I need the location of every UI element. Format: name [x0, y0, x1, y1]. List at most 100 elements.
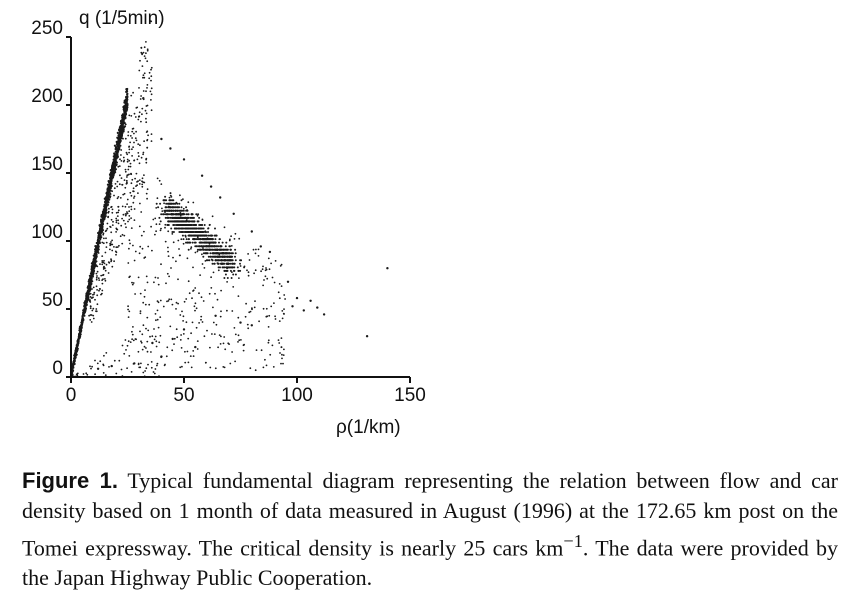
- data-point: [105, 241, 108, 244]
- data-point: [200, 296, 203, 299]
- data-point: [105, 246, 108, 249]
- data-point: [149, 335, 151, 338]
- data-point: [284, 298, 286, 300]
- data-point: [130, 217, 133, 220]
- data-point: [90, 321, 93, 323]
- data-point: [132, 201, 135, 204]
- data-point: [123, 234, 126, 237]
- data-point: [180, 238, 183, 241]
- data-point: [153, 338, 156, 341]
- data-point: [215, 248, 217, 251]
- data-point: [274, 318, 277, 320]
- data-point: [176, 336, 179, 339]
- data-point: [130, 227, 133, 230]
- data-point: [120, 177, 123, 180]
- data-point: [106, 192, 109, 195]
- data-point: [86, 373, 89, 376]
- data-point: [89, 277, 92, 280]
- data-point: [95, 310, 97, 313]
- data-point: [254, 252, 257, 255]
- data-point: [200, 174, 204, 177]
- data-point: [191, 216, 193, 219]
- data-point: [205, 252, 208, 255]
- data-point: [181, 220, 184, 223]
- data-point: [274, 260, 277, 262]
- data-point: [147, 363, 149, 366]
- data-point: [194, 287, 197, 289]
- data-point: [178, 216, 181, 219]
- data-point: [95, 285, 98, 288]
- data-point: [189, 216, 192, 219]
- data-point: [166, 346, 169, 349]
- data-point: [208, 242, 211, 245]
- data-point: [220, 252, 223, 255]
- data-point: [182, 238, 185, 241]
- data-point: [113, 157, 116, 160]
- data-point: [126, 344, 129, 347]
- data-point: [222, 248, 225, 251]
- data-point: [137, 350, 140, 353]
- data-point: [189, 231, 192, 233]
- data-point: [171, 349, 174, 352]
- data-point: [116, 156, 119, 159]
- data-point: [179, 254, 181, 257]
- data-point: [227, 262, 230, 265]
- data-point: [220, 335, 222, 338]
- data-point: [173, 224, 176, 226]
- data-point: [168, 275, 171, 278]
- data-point: [116, 149, 119, 152]
- data-point: [179, 194, 181, 197]
- data-point: [136, 181, 138, 183]
- data-point: [216, 245, 219, 248]
- data-point: [122, 219, 125, 222]
- data-point: [322, 313, 326, 316]
- data-point: [217, 346, 220, 349]
- data-point: [166, 272, 169, 275]
- data-point: [254, 300, 256, 302]
- data-point: [95, 255, 98, 258]
- data-point: [213, 333, 216, 335]
- data-point: [117, 143, 120, 146]
- data-point: [262, 307, 265, 310]
- data-point: [229, 362, 232, 365]
- data-point: [187, 337, 190, 340]
- data-point: [246, 323, 249, 326]
- data-point: [279, 265, 282, 267]
- y-tick-label: 50: [42, 290, 63, 311]
- data-point: [190, 224, 193, 226]
- data-point: [168, 196, 171, 199]
- data-point: [141, 348, 144, 351]
- data-point: [272, 366, 275, 368]
- data-point: [189, 355, 192, 357]
- y-tick-label: 200: [31, 86, 63, 107]
- data-point: [137, 363, 140, 366]
- data-point: [156, 300, 159, 302]
- data-point: [143, 46, 146, 49]
- data-point: [157, 283, 160, 286]
- data-point: [178, 231, 181, 233]
- data-point: [179, 212, 182, 214]
- data-point: [156, 362, 159, 365]
- data-point: [81, 313, 85, 317]
- data-point: [225, 241, 228, 244]
- data-point: [128, 159, 131, 162]
- data-point: [119, 174, 121, 177]
- data-point: [167, 205, 170, 208]
- data-point: [95, 250, 99, 253]
- data-point: [103, 211, 107, 214]
- data-point: [200, 318, 202, 321]
- data-point: [105, 215, 107, 217]
- data-point: [203, 267, 206, 269]
- data-point: [91, 365, 93, 368]
- data-point: [145, 367, 148, 370]
- data-point: [130, 205, 133, 208]
- data-point: [102, 232, 105, 235]
- data-point: [106, 200, 109, 203]
- data-point: [121, 183, 123, 186]
- data-point: [197, 238, 200, 241]
- data-point: [218, 334, 221, 336]
- data-point: [195, 213, 198, 216]
- data-point: [201, 231, 204, 233]
- data-point: [202, 252, 205, 255]
- data-point: [219, 255, 222, 258]
